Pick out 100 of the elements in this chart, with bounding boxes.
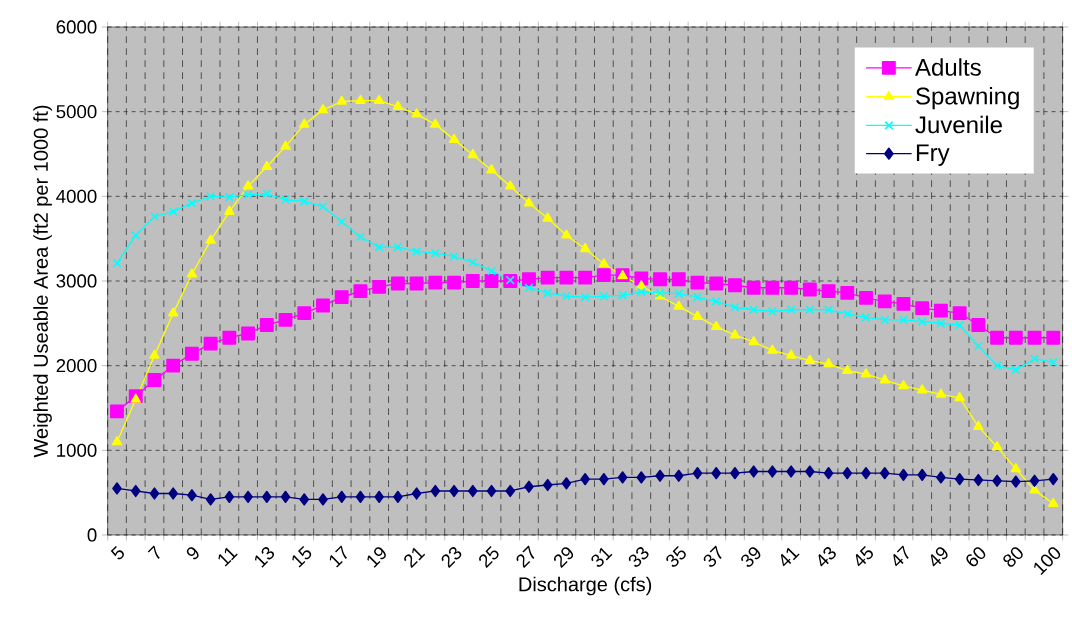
point: [505, 180, 516, 190]
point: [130, 393, 141, 403]
x-tick-label: 37: [703, 545, 722, 567]
point: [992, 361, 1002, 371]
point: [861, 312, 871, 322]
point: [749, 305, 759, 315]
point: [1027, 330, 1042, 345]
point: [1011, 475, 1021, 488]
point: [149, 212, 160, 222]
point: [318, 201, 328, 212]
point: [465, 274, 480, 288]
point: [821, 284, 836, 299]
point: [543, 288, 553, 298]
point: [879, 374, 890, 384]
point: [524, 480, 534, 493]
point: [990, 330, 1005, 345]
point: [709, 276, 724, 291]
point: [784, 280, 799, 295]
point: [579, 242, 591, 253]
y-tick-label: 1000: [57, 443, 97, 457]
point: [748, 336, 759, 346]
point: [486, 164, 497, 174]
point: [973, 473, 984, 487]
point: [711, 467, 722, 480]
point: [411, 487, 422, 500]
point: [355, 232, 365, 242]
point: [540, 270, 555, 285]
point: [917, 384, 928, 394]
x-tick-label: 33: [628, 547, 649, 567]
point: [372, 279, 387, 294]
point: [374, 490, 384, 504]
point: [280, 490, 291, 504]
point: [636, 287, 646, 297]
point: [373, 94, 385, 104]
legend-label: Adults: [915, 58, 981, 76]
point: [448, 133, 460, 143]
point: [823, 305, 834, 315]
x-tick-label: 9: [186, 547, 199, 560]
point: [823, 467, 834, 480]
point: [337, 217, 347, 227]
x-tick-label: 5: [110, 545, 124, 560]
point: [767, 306, 777, 317]
point: [767, 344, 778, 354]
point: [636, 471, 647, 484]
point: [336, 490, 347, 504]
point: [242, 180, 254, 190]
point: [280, 195, 291, 205]
point: [449, 251, 459, 262]
point: [430, 484, 441, 498]
point: [166, 358, 181, 373]
point: [203, 336, 218, 351]
point: [580, 292, 590, 302]
point: [110, 404, 124, 419]
x-tick-label: 11: [218, 547, 238, 567]
point: [917, 317, 927, 327]
y-axis-title: Weighted Useable Area (ft2 per 1000 ft): [33, 105, 52, 458]
x-tick-label: 49: [930, 547, 948, 567]
y-tick-label: 0: [87, 528, 97, 542]
point: [898, 315, 909, 325]
point: [374, 242, 384, 252]
x-tick-label: 17: [329, 545, 347, 568]
point: [955, 320, 965, 330]
point: [224, 490, 235, 504]
point: [392, 100, 404, 110]
point: [205, 493, 216, 506]
point: [971, 318, 986, 332]
legend-label: Juvenile: [915, 115, 1002, 134]
point: [580, 472, 590, 486]
point: [149, 487, 160, 500]
point: [915, 301, 930, 316]
point: [224, 192, 234, 202]
point: [1008, 330, 1023, 345]
x-tick-label: 7: [147, 545, 160, 559]
point: [167, 307, 179, 317]
point: [486, 266, 497, 276]
point: [205, 234, 216, 244]
point: [561, 291, 571, 301]
point: [224, 205, 235, 215]
point: [746, 280, 761, 295]
point: [186, 268, 198, 278]
point: [130, 484, 141, 498]
point: [859, 290, 873, 305]
point: [447, 275, 461, 290]
point: [278, 313, 293, 327]
point: [879, 467, 890, 480]
point: [636, 280, 647, 290]
point: [599, 472, 609, 486]
point: [935, 388, 947, 398]
point: [1048, 357, 1058, 367]
point: [299, 493, 310, 506]
point: [596, 268, 611, 282]
point: [259, 318, 274, 332]
point: [805, 305, 815, 315]
y-tick-label: 3000: [56, 274, 97, 288]
x-tick-label: 35: [666, 546, 686, 567]
point: [765, 280, 780, 295]
point: [1048, 497, 1059, 507]
point: [111, 435, 123, 446]
point: [390, 276, 405, 291]
point: [730, 467, 740, 480]
